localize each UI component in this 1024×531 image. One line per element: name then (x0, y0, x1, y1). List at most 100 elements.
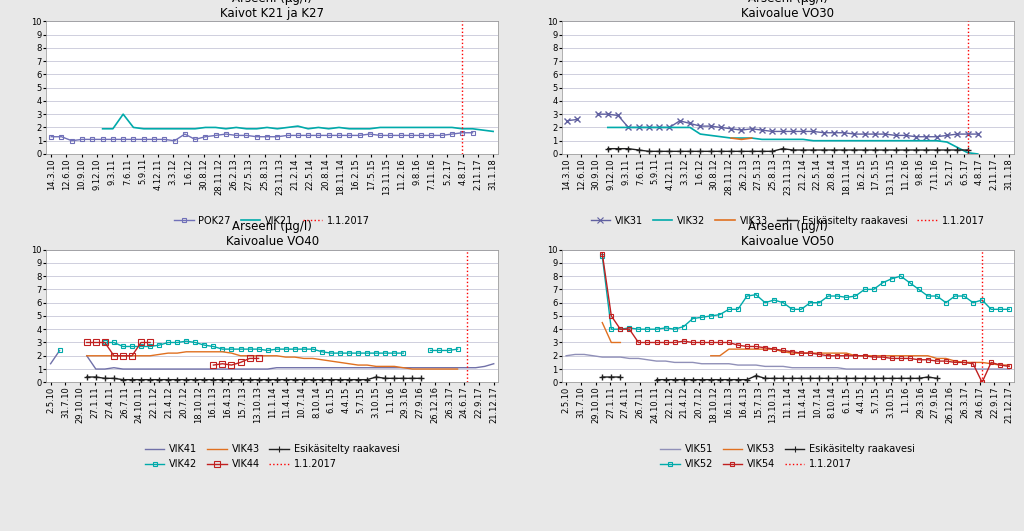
VIK53 (831, 350, 844, 356)
Esikäsitelty raakavesi (117, 376, 129, 383)
Esikäsitelty raakavesi (740, 376, 753, 383)
VIK52 (957, 293, 970, 299)
VIK52 (768, 297, 780, 303)
VIK32 (962, 150, 974, 156)
VIK51 (560, 353, 572, 359)
VIK21 (127, 124, 139, 131)
VIK32 (972, 151, 984, 157)
Esikäsitelty raakavesi (343, 376, 355, 383)
VIK43 (433, 366, 445, 372)
Line: VIK51: VIK51 (566, 355, 1010, 369)
POK27 (158, 136, 170, 142)
VIK52 (596, 253, 608, 260)
VIK31 (674, 118, 686, 124)
VIK21 (445, 124, 458, 131)
VIK52 (813, 299, 825, 306)
VIK21 (158, 126, 170, 132)
Legend: POK27, VIK21, 1.1.2017: POK27, VIK21, 1.1.2017 (170, 212, 374, 230)
VIK54 (994, 362, 1007, 369)
VIK32 (664, 124, 676, 131)
VIK54 (777, 347, 790, 354)
POK27 (45, 134, 57, 140)
Line: VIK52: VIK52 (600, 254, 1012, 331)
VIK21 (456, 126, 468, 132)
VIK42 (199, 342, 211, 348)
VIK32 (725, 135, 737, 141)
VIK54 (740, 344, 753, 350)
VIK21 (210, 124, 222, 131)
POK27 (415, 132, 427, 139)
POK27 (302, 132, 314, 139)
POK27 (425, 132, 437, 139)
VIK51 (831, 364, 844, 371)
POK27 (106, 136, 119, 142)
Esikäsitelty raakavesi (612, 145, 625, 152)
VIK53 (714, 353, 726, 359)
VIK31 (817, 130, 829, 136)
VIK54 (903, 355, 915, 362)
VIK32 (880, 138, 892, 144)
VIK43 (81, 353, 93, 359)
VIK32 (684, 124, 696, 131)
VIK54 (695, 339, 708, 346)
VIK41 (352, 364, 365, 371)
VIK52 (759, 299, 771, 306)
VIK21 (323, 126, 335, 132)
VIK54 (650, 339, 663, 346)
VIK43 (90, 353, 102, 359)
VIK53 (759, 346, 771, 353)
POK27 (210, 132, 222, 139)
VIK32 (745, 135, 758, 141)
VIK54 (912, 357, 925, 363)
POK27 (168, 138, 180, 144)
Line: VIK53: VIK53 (602, 322, 1010, 365)
POK27 (466, 130, 478, 136)
Esikäsitelty raakavesi (813, 375, 825, 381)
VIK42 (135, 344, 147, 350)
VIK31 (869, 131, 882, 138)
VIK54 (922, 357, 934, 363)
Esikäsitelty raakavesi (921, 147, 933, 153)
VIK54 (678, 338, 690, 345)
VIK44 (126, 353, 138, 359)
VIK42 (280, 346, 292, 353)
VIK54 (732, 342, 744, 348)
VIK52 (705, 313, 717, 319)
Esikäsitelty raakavesi (777, 375, 790, 381)
VIK41 (487, 361, 500, 367)
VIK43 (234, 353, 247, 359)
VIK53 (985, 361, 997, 367)
VIK42 (171, 339, 183, 346)
VIK43 (361, 362, 374, 369)
VIK51 (578, 352, 590, 358)
POK27 (343, 132, 355, 139)
Esikäsitelty raakavesi (759, 375, 771, 381)
VIK43 (407, 366, 419, 372)
Esikäsitelty raakavesi (653, 148, 666, 155)
VIK41 (261, 366, 273, 372)
Esikäsitelty raakavesi (334, 376, 346, 383)
VIK31 (715, 124, 727, 131)
Esikäsitelty raakavesi (90, 374, 102, 380)
VIK51 (723, 361, 735, 367)
VIK43 (135, 353, 147, 359)
VIK53 (740, 346, 753, 353)
VIK43 (388, 363, 400, 370)
VIK54 (786, 348, 799, 355)
Esikäsitelty raakavesi (614, 374, 627, 380)
VIK32 (848, 138, 860, 144)
VIK51 (759, 363, 771, 370)
VIK54 (877, 354, 889, 360)
VIK41 (117, 366, 129, 372)
VIK51 (877, 366, 889, 372)
Esikäsitelty raakavesi (827, 147, 840, 153)
Esikäsitelty raakavesi (725, 148, 737, 155)
VIK41 (135, 366, 147, 372)
VIK53 (768, 346, 780, 353)
VIK53 (705, 353, 717, 359)
POK27 (394, 132, 407, 139)
VIK53 (886, 353, 898, 359)
POK27 (292, 132, 304, 139)
Esikäsitelty raakavesi (951, 147, 964, 153)
Esikäsitelty raakavesi (817, 147, 829, 153)
